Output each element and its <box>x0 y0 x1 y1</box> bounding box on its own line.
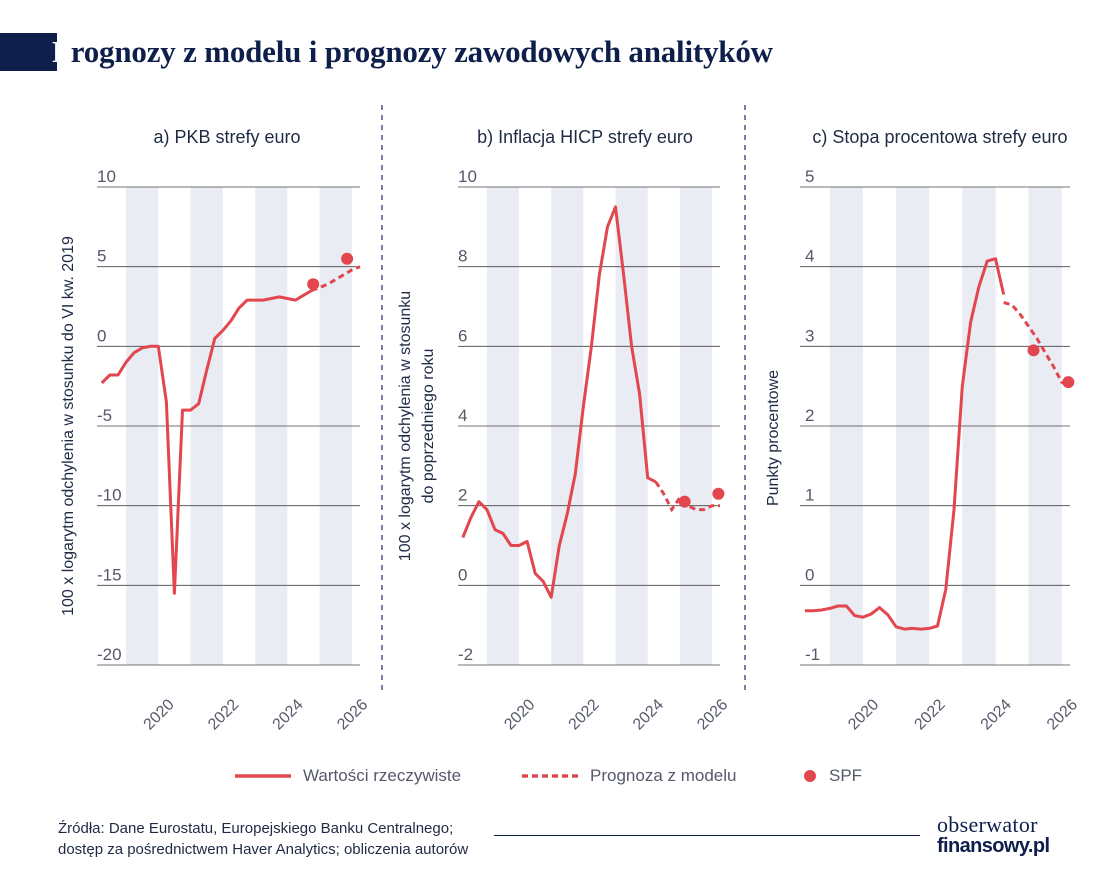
legend-swatch-spf <box>804 770 816 782</box>
spf-point <box>712 487 725 500</box>
x-tick-label: 2022 <box>566 696 603 733</box>
y-tick-label: 0 <box>805 565 814 584</box>
y-tick-label: 0 <box>458 565 467 584</box>
y-tick-label: 10 <box>458 167 477 186</box>
series-actual-line <box>805 257 1006 631</box>
chart-panel-2: -2 0 2 4 6 8 10 2020 2022 2024 2026 b) Inflacja HIC… <box>397 127 731 733</box>
x-tick-label: 2020 <box>501 696 538 733</box>
spf-point <box>1062 376 1075 389</box>
y-axis-label: Punkty procentowe <box>765 370 782 506</box>
legend-swatch-model <box>522 774 578 778</box>
x-tick-label: 2020 <box>845 696 882 733</box>
source-line-2: dostęp za pośrednictwem Haver Analytics;… <box>58 841 469 858</box>
x-tick-label: 2020 <box>141 696 178 733</box>
brand-line-1: obserwator <box>937 812 1038 837</box>
legend-item-spf: SPF <box>803 762 862 790</box>
x-tick-label: 2024 <box>978 696 1015 733</box>
legend: Wartości rzeczywiste Prognoza z modelu S… <box>230 762 930 790</box>
brand-line-2: finansowy.pl <box>937 835 1050 857</box>
source-line-1: Źródła: Dane Eurostatu, Europejskiego Ba… <box>58 820 454 837</box>
series-actual-line <box>461 205 657 599</box>
y-tick-label: 5 <box>805 167 814 186</box>
legend-label-actual: Wartości rzeczywiste <box>303 766 462 785</box>
x-tick-label: 2022 <box>911 696 948 733</box>
y-tick-label: -15 <box>97 565 122 584</box>
legend-item-model: Prognoza z modelu <box>522 762 736 790</box>
y-tick-label: 1 <box>805 486 814 505</box>
x-tick-label: 2022 <box>205 696 242 733</box>
series-model-line <box>654 480 720 513</box>
x-tick-label: 2026 <box>334 696 371 733</box>
chart-panel-1: -20 -15 -10 -5 0 5 10 2020 2022 2024 2026 a) PKB st… <box>60 127 371 733</box>
footer-divider <box>494 835 920 836</box>
y-axis-label: 100 x logarytm odchylenia w stosunku do … <box>60 236 77 616</box>
series-actual-line <box>100 289 313 595</box>
chart-title: b) Inflacja HICP strefy euro <box>477 127 693 147</box>
y-tick-label: -20 <box>97 645 122 664</box>
y-tick-label: -5 <box>97 406 112 425</box>
brand-logo: obserwator finansowy.pl <box>937 812 1077 858</box>
y-axis-label: do poprzedniego roku <box>420 349 437 504</box>
y-tick-label: 3 <box>805 326 814 345</box>
legend-label-model: Prognoza z modelu <box>590 766 737 785</box>
y-tick-label: 5 <box>97 247 106 266</box>
x-tick-label: 2026 <box>694 696 731 733</box>
legend-swatch-actual <box>235 774 291 778</box>
y-tick-label: -2 <box>458 645 473 664</box>
y-tick-label: 4 <box>458 406 467 425</box>
y-tick-label: -1 <box>805 645 820 664</box>
y-tick-label: 2 <box>458 486 467 505</box>
y-axis-label: 100 x logarytm odchylenia w stosunku <box>397 291 414 561</box>
title-first-letter: P <box>52 34 71 69</box>
y-tick-label: 4 <box>805 247 814 266</box>
spf-point <box>1027 344 1040 357</box>
x-tick-label: 2024 <box>630 696 667 733</box>
legend-item-actual: Wartości rzeczywiste <box>235 762 461 790</box>
spf-point <box>341 252 354 265</box>
y-tick-label: 10 <box>97 167 116 186</box>
page-title: Prognozy z modelu i prognozy zawodowych … <box>52 32 773 72</box>
y-tick-label: 2 <box>805 406 814 425</box>
series-model-line <box>311 265 361 292</box>
spf-point <box>678 495 691 508</box>
series-model-line <box>1003 301 1071 388</box>
chart-title: c) Stopa procentowa strefy euro <box>812 127 1067 147</box>
source-note: Źródła: Dane Eurostatu, Europejskiego Ba… <box>58 818 468 860</box>
title-rest: rognozy z modelu i prognozy zawodowych a… <box>70 34 773 69</box>
chart-panel-3: -1 0 1 2 3 4 5 2020 2022 2024 2026 c) Stopa procent… <box>765 127 1081 733</box>
y-tick-label: 6 <box>458 326 467 345</box>
y-tick-label: 8 <box>458 247 467 266</box>
title-accent-bar <box>0 33 57 71</box>
legend-label-spf: SPF <box>829 766 863 785</box>
x-tick-label: 2024 <box>270 696 307 733</box>
spf-point <box>307 278 320 291</box>
x-tick-label: 2026 <box>1044 696 1081 733</box>
y-tick-label: 0 <box>97 326 106 345</box>
chart-title: a) PKB strefy euro <box>153 127 300 147</box>
y-tick-label: -10 <box>97 486 122 505</box>
